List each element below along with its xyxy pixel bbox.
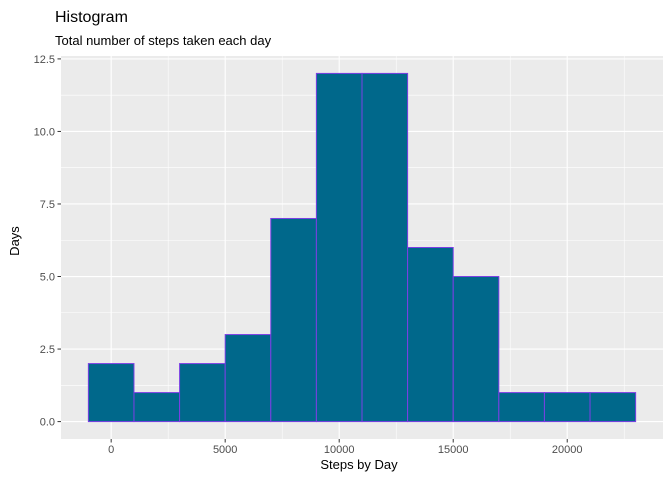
y-axis: 0.0 2.5 5.0 7.5 10.0 12.5 [34,54,61,429]
histogram-bar-1 [87,363,135,423]
chart-subtitle: Total number of steps taken each day [55,33,272,48]
histogram-bar-9 [452,276,500,423]
histogram-bar-10 [498,392,545,423]
x-tick-label: 10000 [324,444,355,456]
histogram-bar-4 [224,334,272,423]
histogram-bar-6 [315,72,363,423]
y-tick-label: 7.5 [40,199,55,211]
histogram-bar-3 [179,363,226,423]
x-axis: 0 5000 10000 15000 20000 [108,439,583,456]
histogram-bar-2 [133,392,181,423]
x-axis-title: Steps by Day [320,457,398,472]
x-tick-label: 5000 [213,444,237,456]
histogram-bars [87,72,637,423]
x-tick-label: 20000 [552,444,583,456]
y-tick-label: 5.0 [40,272,55,284]
histogram-bar-7 [361,72,409,423]
chart-title: Histogram [55,9,128,26]
y-tick-label: 12.5 [34,54,55,66]
y-axis-title: Days [7,226,22,256]
x-tick-label: 0 [108,444,114,456]
histogram-bar-12 [589,392,637,423]
y-tick-label: 0.0 [40,417,55,429]
y-tick-label: 10.0 [34,126,55,138]
x-tick-label: 15000 [438,444,469,456]
y-tick-label: 2.5 [40,344,55,356]
histogram-bar-5 [270,217,317,423]
histogram-bar-11 [543,392,591,423]
histogram-bar-8 [407,247,454,423]
